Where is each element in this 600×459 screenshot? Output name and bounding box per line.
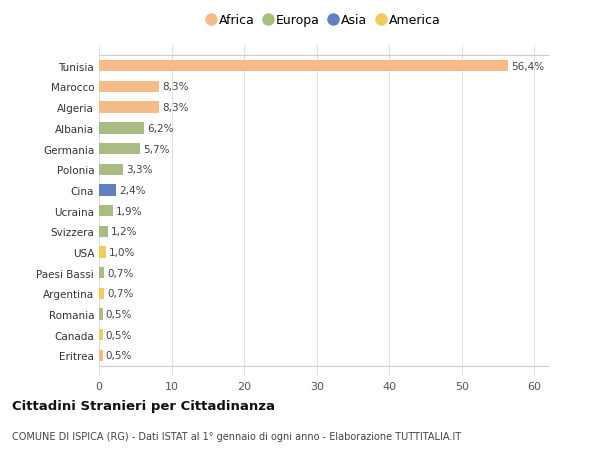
Bar bbox=[99, 123, 144, 134]
Text: 0,5%: 0,5% bbox=[106, 351, 132, 361]
Bar bbox=[99, 268, 104, 279]
Text: 56,4%: 56,4% bbox=[511, 62, 544, 72]
Legend: Africa, Europa, Asia, America: Africa, Europa, Asia, America bbox=[208, 14, 440, 27]
Bar bbox=[99, 185, 116, 196]
Text: 0,5%: 0,5% bbox=[106, 309, 132, 319]
Bar bbox=[99, 226, 108, 237]
Bar bbox=[99, 82, 159, 93]
Text: 0,7%: 0,7% bbox=[107, 268, 133, 278]
Text: 1,9%: 1,9% bbox=[116, 206, 142, 216]
Bar bbox=[99, 247, 106, 258]
Text: 0,5%: 0,5% bbox=[106, 330, 132, 340]
Text: 0,7%: 0,7% bbox=[107, 289, 133, 299]
Bar bbox=[99, 288, 104, 299]
Bar bbox=[99, 330, 103, 341]
Text: Cittadini Stranieri per Cittadinanza: Cittadini Stranieri per Cittadinanza bbox=[12, 399, 275, 412]
Bar bbox=[99, 102, 159, 113]
Bar bbox=[99, 309, 103, 320]
Text: 8,3%: 8,3% bbox=[162, 103, 188, 113]
Text: 8,3%: 8,3% bbox=[162, 82, 188, 92]
Text: 6,2%: 6,2% bbox=[147, 123, 173, 134]
Text: 2,4%: 2,4% bbox=[119, 185, 146, 196]
Bar bbox=[99, 144, 140, 155]
Bar bbox=[99, 164, 123, 175]
Bar bbox=[99, 206, 113, 217]
Text: 1,0%: 1,0% bbox=[109, 247, 136, 257]
Text: 5,7%: 5,7% bbox=[143, 144, 170, 154]
Text: COMUNE DI ISPICA (RG) - Dati ISTAT al 1° gennaio di ogni anno - Elaborazione TUT: COMUNE DI ISPICA (RG) - Dati ISTAT al 1°… bbox=[12, 431, 461, 442]
Text: 1,2%: 1,2% bbox=[110, 227, 137, 237]
Bar bbox=[99, 350, 103, 361]
Bar bbox=[99, 61, 508, 72]
Text: 3,3%: 3,3% bbox=[126, 165, 152, 175]
